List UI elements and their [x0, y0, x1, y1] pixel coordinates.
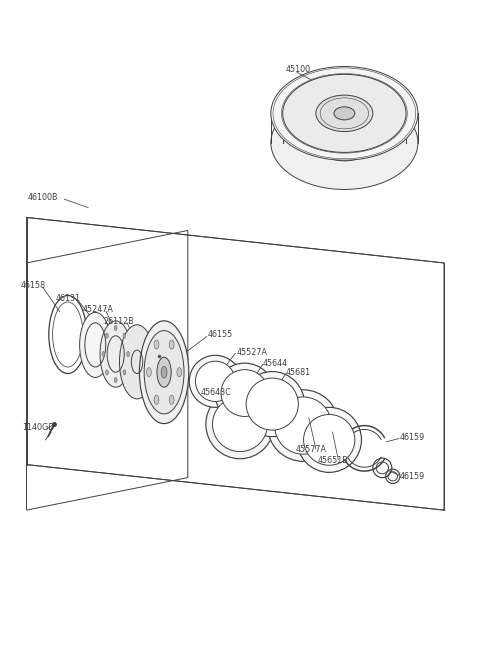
- Text: 45577A: 45577A: [296, 445, 327, 454]
- Ellipse shape: [221, 369, 268, 417]
- Ellipse shape: [127, 352, 130, 357]
- Text: 46155: 46155: [208, 330, 233, 339]
- Text: 46100B: 46100B: [27, 194, 58, 203]
- Ellipse shape: [123, 370, 126, 375]
- Ellipse shape: [271, 96, 418, 190]
- Text: 46158: 46158: [21, 281, 46, 290]
- Ellipse shape: [106, 333, 108, 338]
- Ellipse shape: [154, 396, 159, 404]
- Ellipse shape: [275, 397, 332, 454]
- Ellipse shape: [139, 321, 189, 424]
- Text: 45643C: 45643C: [201, 388, 232, 397]
- Ellipse shape: [267, 390, 339, 461]
- Text: 1140GD: 1140GD: [22, 423, 54, 432]
- Ellipse shape: [154, 340, 159, 349]
- Ellipse shape: [169, 340, 174, 349]
- Ellipse shape: [246, 378, 299, 430]
- Ellipse shape: [206, 390, 274, 459]
- Ellipse shape: [271, 66, 418, 160]
- Ellipse shape: [169, 396, 174, 404]
- Text: 45247A: 45247A: [83, 305, 113, 314]
- Text: 26112B: 26112B: [104, 317, 134, 326]
- Ellipse shape: [144, 331, 184, 414]
- Ellipse shape: [316, 95, 373, 132]
- Ellipse shape: [215, 363, 275, 423]
- Ellipse shape: [106, 370, 108, 375]
- Text: 46159: 46159: [400, 433, 425, 441]
- Ellipse shape: [213, 397, 267, 451]
- Ellipse shape: [316, 125, 373, 161]
- Text: 45527A: 45527A: [236, 348, 267, 357]
- Ellipse shape: [334, 107, 355, 120]
- Text: 45644: 45644: [263, 359, 288, 367]
- Ellipse shape: [177, 367, 181, 377]
- Ellipse shape: [146, 367, 151, 377]
- Ellipse shape: [114, 325, 117, 331]
- Ellipse shape: [102, 352, 105, 357]
- Ellipse shape: [240, 371, 304, 437]
- Ellipse shape: [157, 358, 171, 387]
- Text: 46131: 46131: [56, 294, 81, 302]
- Ellipse shape: [195, 361, 235, 401]
- Ellipse shape: [100, 321, 132, 387]
- Text: 46159: 46159: [400, 472, 425, 481]
- Ellipse shape: [114, 377, 117, 382]
- Ellipse shape: [189, 356, 241, 407]
- Ellipse shape: [283, 74, 406, 152]
- Text: 45100: 45100: [286, 66, 311, 74]
- Ellipse shape: [161, 367, 167, 378]
- Ellipse shape: [297, 407, 361, 472]
- Text: 45651B: 45651B: [317, 455, 348, 464]
- Ellipse shape: [123, 333, 126, 338]
- Ellipse shape: [303, 415, 355, 465]
- Text: 45681: 45681: [286, 368, 311, 377]
- Ellipse shape: [80, 312, 111, 377]
- Ellipse shape: [120, 325, 155, 399]
